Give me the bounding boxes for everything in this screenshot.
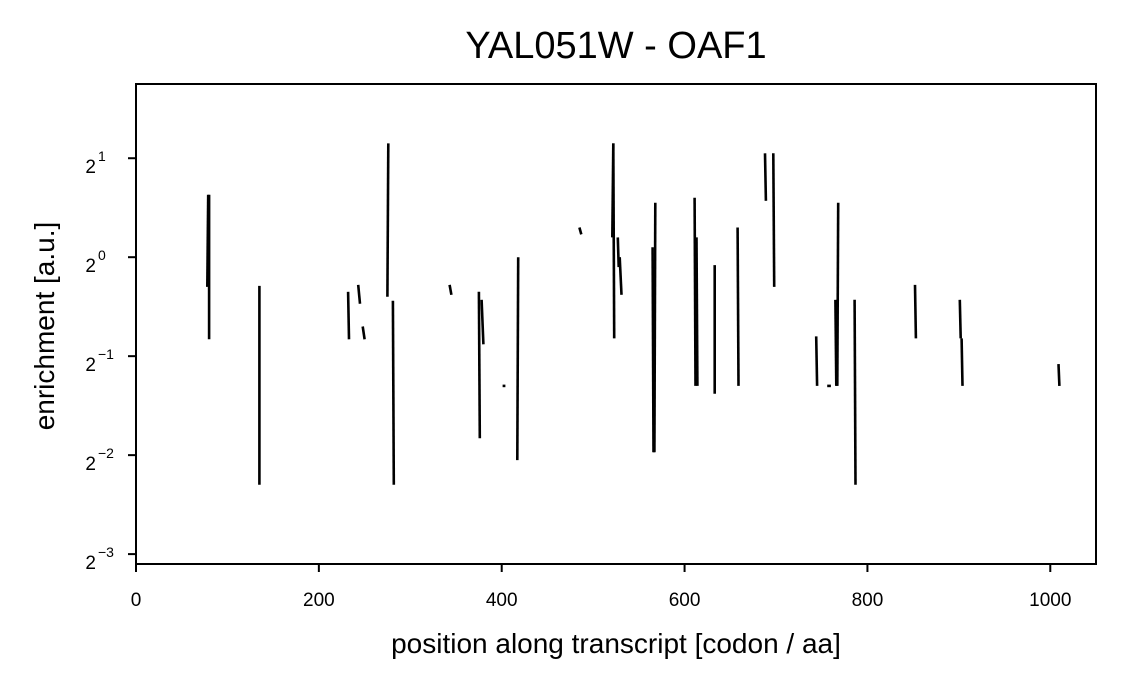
data-segment <box>346 291 351 340</box>
x-axis-label: position along transcript [codon / aa] <box>391 628 841 659</box>
data-segment <box>361 326 366 340</box>
y-tick-label-base: 2 <box>85 256 96 277</box>
data-series <box>206 143 1061 485</box>
data-segment <box>612 143 616 339</box>
x-tick-label: 400 <box>486 590 518 611</box>
data-segment <box>736 227 740 386</box>
y-axis-label: enrichment [a.u.] <box>29 222 60 431</box>
data-segment <box>516 257 520 461</box>
chart-title: YAL051W - OAF1 <box>465 25 766 67</box>
y-tick-label: 2−2 <box>85 445 114 475</box>
y-tick-label-base: 2 <box>85 454 96 475</box>
y-tick-label: 2−1 <box>85 346 114 376</box>
data-segment <box>391 300 396 485</box>
x-tick-label: 1000 <box>1029 590 1071 611</box>
data-segment <box>836 202 840 386</box>
x-tick-label: 600 <box>669 590 701 611</box>
data-segment <box>356 284 362 304</box>
data-segment <box>853 299 857 485</box>
y-tick-label-base: 2 <box>85 355 96 376</box>
y-tick-label: 2−3 <box>85 544 114 574</box>
y-tick-label-exponent: 0 <box>98 247 106 263</box>
data-segment <box>958 299 962 339</box>
y-tick-label: 21 <box>85 148 106 178</box>
data-segment <box>578 227 583 235</box>
y-tick-label-exponent: −2 <box>98 445 114 461</box>
y-tick-label-exponent: −1 <box>98 346 114 362</box>
data-segment <box>448 284 453 296</box>
data-segment <box>772 153 776 287</box>
y-tick-label-base: 2 <box>85 157 96 178</box>
y-tick-label: 20 <box>85 247 106 277</box>
data-segment <box>695 237 699 386</box>
y-tick-label-exponent: −3 <box>98 544 114 560</box>
data-segment <box>763 153 768 201</box>
x-tick-label: 200 <box>303 590 335 611</box>
x-axis: 0 200 400 600 800 1000 <box>131 564 1071 611</box>
data-segment <box>814 336 819 386</box>
data-segment <box>693 197 697 386</box>
data-segment <box>1057 364 1061 386</box>
data-segment <box>616 237 620 268</box>
y-tick-label-base: 2 <box>85 553 96 574</box>
data-segment <box>480 299 485 345</box>
x-tick-label: 0 <box>131 590 142 611</box>
data-segment <box>477 291 482 439</box>
plot-frame <box>135 83 1097 565</box>
data-segment <box>913 284 918 339</box>
data-segment <box>386 143 390 297</box>
y-tick-label-exponent: 1 <box>98 148 106 164</box>
data-segment <box>960 338 964 386</box>
data-segment <box>653 202 657 453</box>
x-tick-label: 800 <box>852 590 884 611</box>
data-segment <box>618 257 623 295</box>
